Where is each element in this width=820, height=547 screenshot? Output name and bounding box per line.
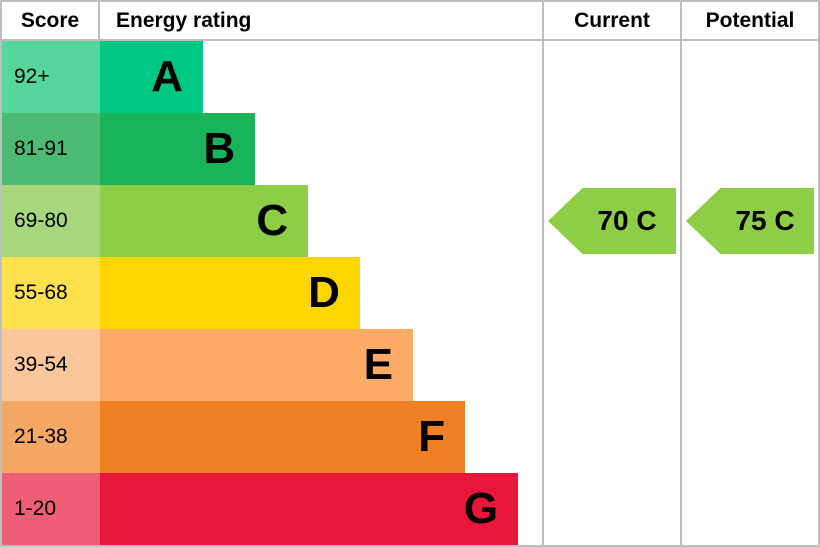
band-score-range-d: 55-68: [2, 257, 100, 329]
band-bar-track: D: [100, 257, 542, 329]
band-bar-b: B: [100, 113, 256, 185]
band-bar-track: G: [100, 473, 542, 545]
current-column-header: Current: [544, 2, 680, 41]
band-score-range-b: 81-91: [2, 113, 100, 185]
band-score-range-f: 21-38: [2, 401, 100, 473]
band-bar-track: E: [100, 329, 542, 401]
band-bar-d: D: [100, 257, 360, 329]
band-row-e: 39-54 E: [2, 329, 542, 401]
band-score-range-e: 39-54: [2, 329, 100, 401]
band-score-range-c: 69-80: [2, 185, 100, 257]
potential-column-header: Potential: [682, 2, 818, 41]
band-score-range-g: 1-20: [2, 473, 100, 545]
rating-table: Score Energy rating 92+ A 81-91 B 69-80 …: [2, 2, 542, 545]
score-column-header: Score: [2, 2, 100, 39]
potential-rating-arrow: 75 C: [686, 188, 814, 254]
current-rating-arrow: 70 C: [548, 188, 676, 254]
band-bar-track: F: [100, 401, 542, 473]
band-row-b: 81-91 B: [2, 113, 542, 185]
band-row-a: 92+ A: [2, 41, 542, 113]
band-bar-c: C: [100, 185, 309, 257]
band-bar-e: E: [100, 329, 413, 401]
band-row-d: 55-68 D: [2, 257, 542, 329]
band-bar-f: F: [100, 401, 466, 473]
band-score-range-a: 92+: [2, 41, 100, 113]
band-row-g: 1-20 G: [2, 473, 542, 545]
current-column: Current 70 C: [542, 2, 680, 545]
band-bar-a: A: [100, 41, 203, 113]
band-bar-track: B: [100, 113, 542, 185]
band-bar-track: A: [100, 41, 542, 113]
band-row-c: 69-80 C: [2, 185, 542, 257]
band-row-f: 21-38 F: [2, 401, 542, 473]
band-bar-track: C: [100, 185, 542, 257]
potential-column: Potential 75 C: [680, 2, 818, 545]
band-bar-g: G: [100, 473, 519, 545]
energy-rating-column-header: Energy rating: [116, 8, 252, 32]
table-header-row: Score Energy rating: [2, 2, 542, 41]
